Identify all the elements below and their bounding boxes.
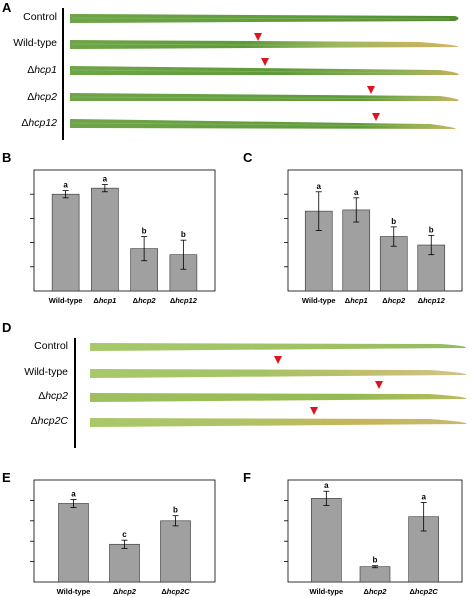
category-label: Wild-type <box>49 296 83 305</box>
panel-label-a: A <box>2 0 12 15</box>
significance-label: c <box>122 530 127 539</box>
significance-label: b <box>391 217 396 226</box>
significance-label: a <box>421 492 426 501</box>
leaf-d-hcp2 <box>90 393 467 402</box>
significance-label: a <box>317 182 322 191</box>
leaf-label-a-hcp2: Δhcp2 <box>27 91 57 103</box>
arrow-d-hcp2 <box>375 381 383 389</box>
bar <box>342 209 371 292</box>
category-label: Wild-type <box>57 587 91 596</box>
bar <box>160 520 191 583</box>
leaf-label-d-hcp2c: Δhcp2C <box>30 415 68 427</box>
bar <box>58 503 89 583</box>
arrow-a-hcp2 <box>367 86 375 94</box>
leaf-label-a-hcp1: Δhcp1 <box>27 64 57 76</box>
leaf-d-wildtype <box>90 369 467 378</box>
leaf-label-d-control: Control <box>34 340 68 352</box>
panel-label-f: F <box>243 470 251 485</box>
category-label: Δhcp1 <box>345 296 368 305</box>
plot-frame-c <box>287 169 463 292</box>
bar <box>109 543 140 583</box>
significance-label: b <box>142 227 147 236</box>
plot-frame-b <box>33 169 216 292</box>
leaf-label-d-wildtype: Wild-type <box>24 366 68 378</box>
arrow-d-wildtype <box>274 356 282 364</box>
category-label: Δhcp2 <box>133 296 157 305</box>
leaf-label-d-hcp2: Δhcp2 <box>38 390 68 402</box>
significance-label: a <box>324 481 329 490</box>
bar <box>311 498 342 583</box>
category-label: Δhcp2C <box>161 587 190 596</box>
panel-label-d: D <box>2 320 12 335</box>
category-label: Δhcp1 <box>93 296 116 305</box>
leaf-label-a-hcp12: Δhcp12 <box>21 117 57 129</box>
significance-label: a <box>71 489 76 498</box>
panel-label-c: C <box>243 150 253 165</box>
category-label: Δhcp2C <box>410 587 439 596</box>
panel-label-e: E <box>2 470 11 485</box>
category-label: Δhcp2 <box>113 587 137 596</box>
bar <box>51 193 80 292</box>
panel-label-b: B <box>2 150 12 165</box>
leaf-label-a-control: Control <box>23 11 57 23</box>
category-label: Δhcp12 <box>170 296 198 305</box>
leaf-d-hcp2c <box>90 418 467 427</box>
significance-label: b <box>181 230 186 239</box>
category-label: Δhcp12 <box>418 296 446 305</box>
arrow-a-hcp12 <box>372 113 380 121</box>
category-label: Δhcp2 <box>364 587 388 596</box>
significance-label: a <box>103 175 108 184</box>
significance-label: a <box>63 181 68 190</box>
bar <box>91 187 119 292</box>
category-label: Wild-type <box>302 296 336 305</box>
leaf-a-wildtype <box>70 40 459 49</box>
arrow-a-hcp1 <box>261 58 269 66</box>
leaf-a-hcp2 <box>70 93 459 101</box>
significance-label: b <box>429 225 434 234</box>
category-label: Wild-type <box>309 587 343 596</box>
arrow-a-wildtype <box>254 33 262 41</box>
significance-label: a <box>354 188 359 197</box>
arrow-d-hcp2c <box>310 407 318 415</box>
category-label: Δhcp2 <box>382 296 406 305</box>
significance-label: b <box>373 556 378 565</box>
leaf-d-control <box>90 343 466 351</box>
leaf-a-hcp12 <box>70 119 456 129</box>
significance-label: b <box>173 506 178 515</box>
leaf-label-a-wildtype: Wild-type <box>13 37 57 49</box>
bar <box>359 566 391 583</box>
